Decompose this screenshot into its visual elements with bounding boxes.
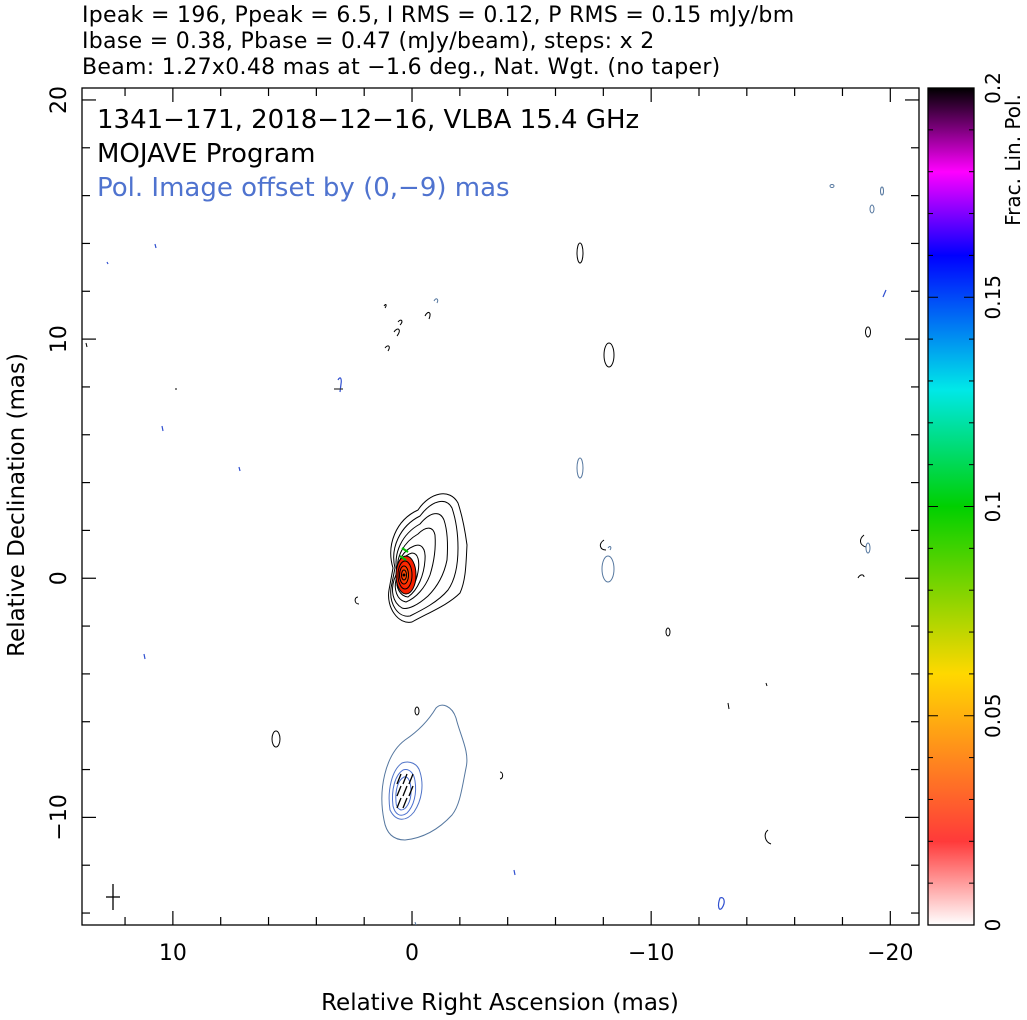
colorbar-ticks: 0 0.05 0.1 0.15 0.2 — [928, 72, 1005, 931]
y-axis-label: Relative Declination (mas) — [4, 353, 30, 657]
colorbar-tick-label: 0.2 — [981, 72, 1005, 104]
colorbar-tick-label: 0.05 — [981, 693, 1005, 738]
polarization-contours — [381, 184, 884, 926]
x-axis-label: Relative Right Ascension (mas) — [321, 990, 679, 1016]
noise-blobs-blue — [106, 243, 887, 910]
colorbar-tick-label: 0.15 — [981, 275, 1005, 320]
pol-contour-outer — [381, 704, 468, 841]
core-pol-color — [399, 547, 409, 561]
header-line-2: Ibase = 0.38, Pbase = 0.47 (mJy/beam), s… — [82, 29, 655, 54]
core-contour-outer — [388, 493, 468, 623]
beam-symbol — [106, 884, 120, 910]
source-annotation: 1341−171, 2018−12−16, VLBA 15.4 GHz — [97, 105, 639, 135]
x-tick-label: −10 — [628, 941, 674, 966]
y-tick-label: −10 — [47, 794, 72, 840]
header-line-1: Ipeak = 196, Ppeak = 6.5, I RMS = 0.12, … — [82, 3, 795, 28]
stokes-i-contours — [85, 242, 871, 845]
evpa-vectors — [396, 773, 414, 809]
x-tick-label: −20 — [867, 941, 913, 966]
noise-contour — [601, 555, 615, 583]
x-tick-label: 10 — [159, 941, 187, 966]
colorbar-tick-label: 0.1 — [981, 491, 1005, 523]
axis-ticks — [82, 88, 919, 925]
header-line-3: Beam: 1.27x0.48 mas at −1.6 deg., Nat. W… — [82, 55, 721, 80]
program-annotation: MOJAVE Program — [97, 139, 315, 169]
colorbar-label: Frac. Lin. Pol. — [1001, 94, 1025, 226]
pol-offset-annotation: Pol. Image offset by (0,−9) mas — [97, 173, 510, 203]
noise-contour — [576, 242, 584, 264]
x-tick-label: 0 — [405, 941, 419, 966]
y-tick-label: 0 — [47, 571, 72, 585]
plot-frame — [81, 87, 920, 926]
y-tick-labels: −10 0 10 20 — [47, 86, 72, 841]
x-tick-labels: 10 0 −10 −20 — [159, 941, 914, 966]
y-tick-label: 10 — [47, 325, 72, 353]
colorbar-tick-label: 0 — [981, 919, 1005, 932]
y-tick-label: 20 — [47, 86, 72, 114]
